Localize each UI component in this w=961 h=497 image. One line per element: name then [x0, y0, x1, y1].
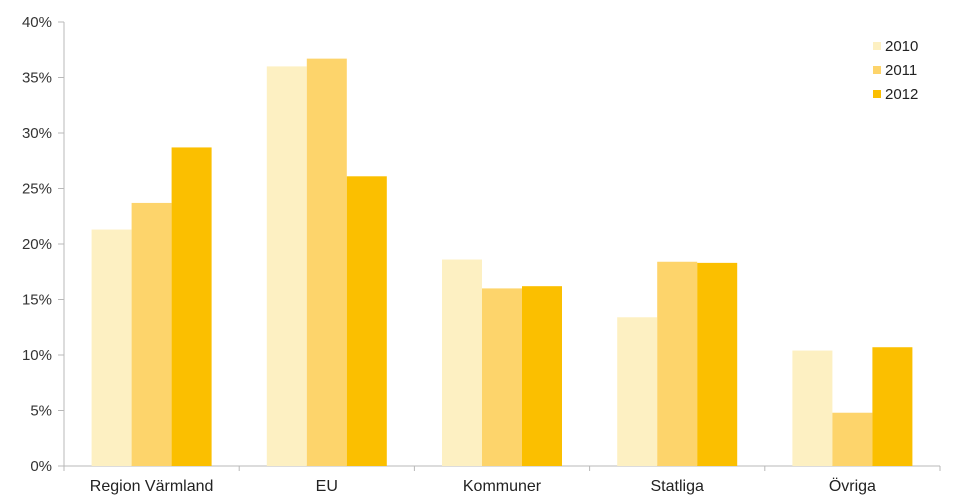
y-tick-label: 10% — [22, 347, 52, 364]
bar-2012-3 — [697, 262, 738, 466]
bar-2012-2 — [522, 286, 562, 466]
x-tick-label: Statliga — [651, 478, 704, 495]
legend: 2010 2011 2012 — [873, 38, 918, 103]
y-tick-label: 25% — [22, 181, 52, 198]
bar-2012-0 — [171, 147, 212, 466]
legend-label: 2011 — [885, 62, 917, 79]
legend-swatch-2010 — [873, 42, 881, 50]
bar-2011-3 — [657, 261, 698, 466]
bars — [91, 58, 913, 467]
bar-2010-0 — [91, 229, 132, 466]
y-tick-label: 15% — [22, 292, 52, 309]
x-axis-labels: Region Värmland EU Kommuner Statliga Övriga — [63, 466, 941, 495]
y-tick-label: 0% — [30, 458, 52, 475]
bar-2011-0 — [131, 202, 172, 466]
bar-2011-1 — [306, 58, 347, 466]
x-tick-label: Region Värmland — [90, 478, 214, 495]
bar-2010-1 — [266, 66, 307, 467]
legend-label: 2012 — [885, 86, 918, 103]
legend-swatch-2012 — [873, 90, 881, 98]
x-tick-label: Kommuner — [463, 478, 542, 495]
x-tick-label: EU — [316, 478, 338, 495]
y-tick-label: 5% — [30, 403, 52, 420]
y-tick-label: 40% — [22, 14, 52, 31]
legend-label: 2010 — [885, 38, 918, 55]
bar-2010-4 — [792, 350, 833, 466]
y-tick-label: 30% — [22, 125, 52, 142]
bar-2010-2 — [442, 259, 482, 466]
bar-2012-1 — [346, 176, 387, 467]
bar-2010-3 — [617, 317, 658, 466]
bar-2011-2 — [482, 288, 522, 466]
bar-2011-4 — [832, 412, 873, 466]
legend-swatch-2011 — [873, 66, 881, 74]
y-tick-label: 35% — [22, 70, 52, 87]
x-tick-label: Övriga — [829, 477, 876, 495]
bar-2012-4 — [872, 347, 913, 466]
y-tick-label: 20% — [22, 236, 52, 253]
